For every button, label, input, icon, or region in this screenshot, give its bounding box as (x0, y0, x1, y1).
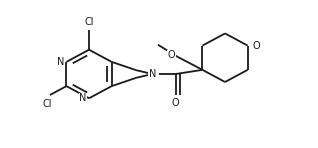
Text: Cl: Cl (84, 17, 94, 27)
Text: O: O (168, 50, 176, 60)
Text: N: N (57, 57, 64, 67)
Text: O: O (252, 41, 260, 51)
Text: N: N (79, 93, 86, 103)
Text: O: O (172, 98, 180, 108)
Text: Cl: Cl (43, 99, 52, 110)
Text: N: N (149, 69, 156, 79)
